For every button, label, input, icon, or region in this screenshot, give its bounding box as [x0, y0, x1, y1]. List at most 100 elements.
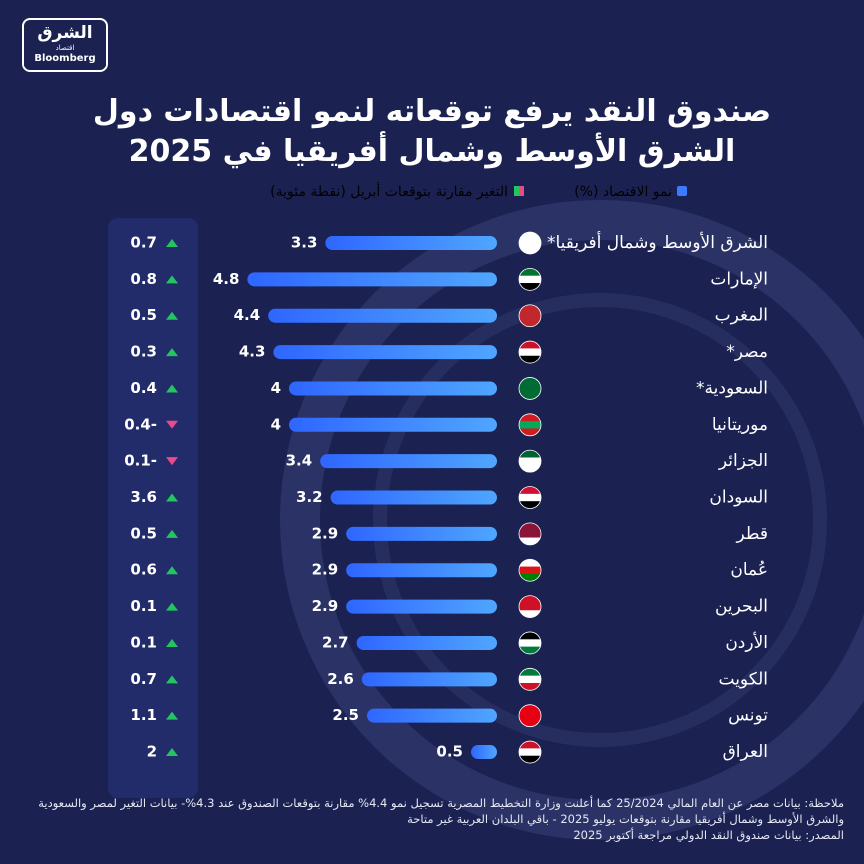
bar — [330, 490, 497, 505]
flag-stripe — [519, 319, 541, 327]
bar — [361, 672, 497, 687]
change-label: 0.1 — [130, 633, 157, 651]
flag-stripe — [519, 304, 541, 313]
flag — [518, 304, 542, 328]
flag-stripe — [519, 755, 541, 764]
value-label: 4 — [271, 415, 281, 433]
legend-swatch — [677, 186, 687, 196]
change-arrow — [166, 275, 178, 284]
flag-stripe — [519, 355, 541, 364]
bar — [247, 272, 497, 287]
value-label: 3.3 — [291, 234, 318, 252]
flag-ring — [518, 267, 542, 291]
flag-stripe — [519, 457, 541, 466]
value-label: 4.3 — [239, 343, 266, 361]
flag-stripe — [519, 421, 541, 429]
flag-stripe — [519, 675, 541, 684]
logo-name: الشرق — [37, 23, 93, 43]
flag-ring — [518, 304, 542, 328]
change-panel — [108, 218, 198, 798]
category-label: المغرب — [715, 306, 768, 326]
bar — [268, 308, 497, 323]
flag — [518, 231, 542, 255]
change-label: 3.6 — [130, 488, 157, 506]
value-label: 3.2 — [296, 488, 323, 506]
flag-stripe — [519, 348, 541, 357]
change-arrow — [166, 638, 178, 647]
flag — [518, 704, 542, 728]
flag-stripe — [519, 246, 541, 254]
legend-swatch — [519, 186, 524, 196]
flag-ring — [518, 667, 542, 691]
category-label: السعودية* — [696, 378, 768, 398]
flag-stripe — [519, 413, 541, 422]
category-label: الإمارات — [710, 269, 768, 289]
flag-ring — [518, 522, 542, 546]
flag — [518, 449, 542, 473]
flag-stripe — [519, 522, 541, 531]
change-arrow — [166, 311, 178, 320]
category-label: السودان — [709, 488, 768, 508]
note: ملاحظة: بيانات مصر عن العام المالي 25/20… — [38, 796, 844, 826]
flag-stripe — [519, 239, 541, 248]
flag-stripe — [519, 682, 541, 691]
flag-ring — [518, 558, 542, 582]
bar — [289, 417, 497, 432]
flag-stripe — [519, 559, 541, 568]
flag-stripe — [519, 741, 541, 749]
bar — [356, 635, 497, 650]
flag — [518, 413, 542, 437]
category-label: الكويت — [719, 669, 769, 689]
note: المصدر: بيانات صندوق النقد الدولي مراجعة… — [573, 828, 844, 842]
change-label: 0.1 — [130, 597, 157, 615]
flag — [518, 486, 542, 509]
flag — [518, 740, 542, 764]
bar — [320, 454, 497, 469]
category-label: الجزائر — [718, 451, 768, 471]
change-label: 0.7 — [130, 234, 157, 252]
flag-stripe — [519, 464, 541, 473]
bar — [346, 526, 497, 541]
flag-ring — [518, 740, 542, 764]
flag-stripe — [519, 486, 541, 495]
change-arrow — [166, 493, 178, 502]
chart-title: صندوق النقد يرفع توقعاته لنمو اقتصادات د… — [92, 94, 772, 169]
category-label: عُمان — [730, 560, 768, 580]
flag-ring — [518, 631, 542, 655]
flag-stripe — [519, 719, 541, 727]
value-label: 2.6 — [327, 670, 354, 688]
flag-stripe — [519, 283, 541, 291]
change-arrow — [166, 529, 178, 538]
change-label: 0.7 — [130, 670, 157, 688]
value-label: 4.8 — [213, 270, 240, 288]
value-label: 2.7 — [322, 633, 349, 651]
bar — [367, 708, 497, 723]
flag-stripe — [519, 646, 541, 654]
legend-swatch — [514, 186, 519, 196]
bar — [346, 563, 497, 578]
flag-ring — [518, 413, 542, 437]
category-label: موريتانيا — [712, 415, 768, 435]
flag-stripe — [519, 631, 541, 640]
flag-stripe — [519, 384, 541, 393]
change-label: 0.3 — [130, 343, 157, 361]
bar — [471, 745, 497, 760]
flag-stripe — [519, 537, 541, 545]
bar — [325, 236, 497, 250]
flag-ring — [518, 704, 542, 728]
category-label: العراق — [723, 742, 768, 762]
change-arrow — [166, 675, 178, 684]
flag-ring — [518, 449, 542, 473]
change-arrow — [166, 384, 178, 393]
category-label: البحرين — [715, 597, 768, 617]
flag — [518, 377, 542, 400]
change-label: 2 — [147, 743, 157, 761]
change-label: 0.5 — [130, 306, 157, 324]
change-arrow — [166, 566, 178, 575]
flag — [518, 558, 542, 582]
change-label: 0.1- — [124, 452, 157, 470]
logo-sub: اقتصاد — [55, 44, 75, 52]
bar — [346, 599, 497, 614]
bar — [289, 381, 497, 396]
